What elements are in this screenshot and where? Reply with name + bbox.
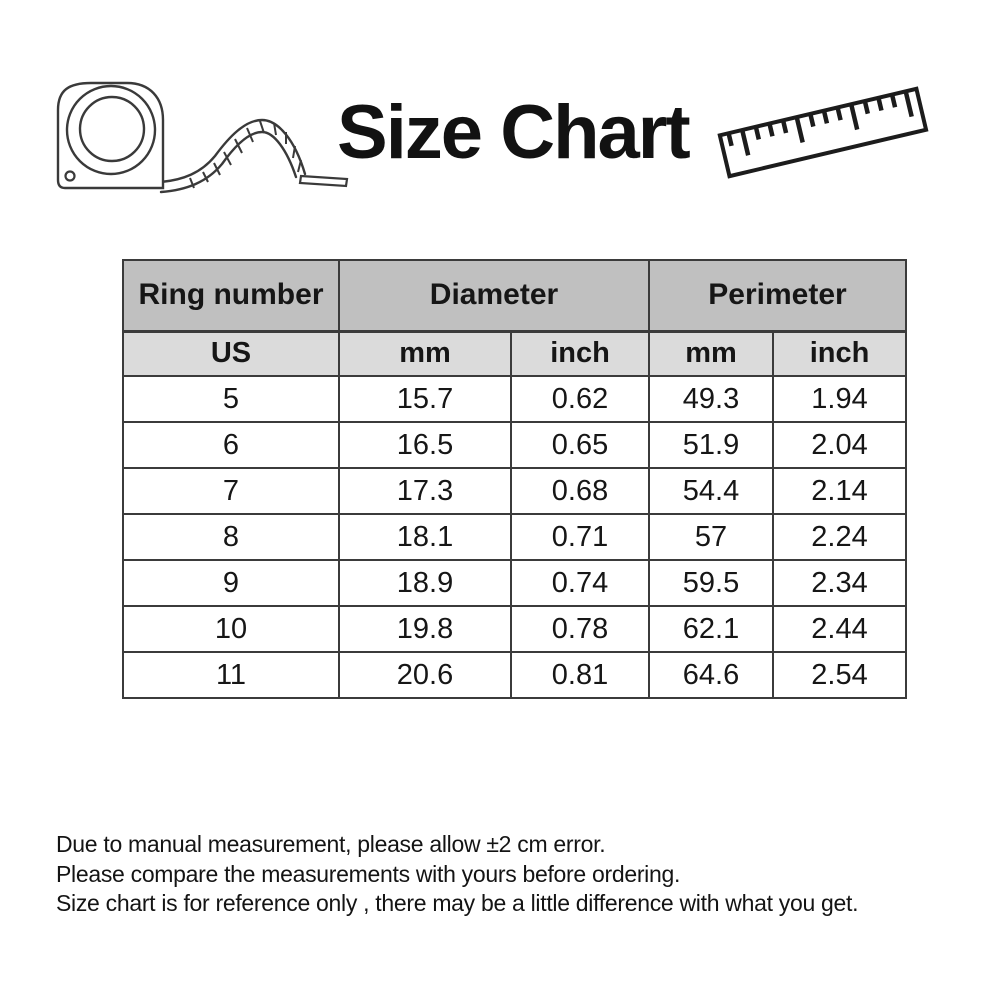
subheader-diameter-inch: inch [510, 330, 650, 377]
table-cell: 2.04 [771, 421, 908, 469]
table-cell: 18.9 [338, 559, 512, 607]
table-cell: 19.8 [338, 605, 512, 653]
table-cell: 59.5 [648, 559, 774, 607]
subheader-diameter-mm: mm [338, 330, 512, 377]
col-header-diameter: Diameter [338, 259, 650, 333]
table-cell: 1.94 [771, 375, 908, 423]
table-row: 9 18.9 0.74 59.5 2.34 [122, 559, 908, 607]
table-cell: 0.65 [510, 421, 650, 469]
table-cell: 0.68 [510, 467, 650, 515]
table-cell: 2.24 [771, 513, 908, 561]
table-header-row: Ring number Diameter Perimeter [122, 259, 908, 333]
table-cell: 57 [648, 513, 774, 561]
table-cell: 62.1 [648, 605, 774, 653]
table-cell: 8 [122, 513, 340, 561]
table-cell: 2.34 [771, 559, 908, 607]
table-subheader-row: US mm inch mm inch [122, 330, 908, 377]
table-row: 8 18.1 0.71 57 2.24 [122, 513, 908, 561]
size-table: Ring number Diameter Perimeter US mm inc… [122, 259, 908, 699]
table-cell: 7 [122, 467, 340, 515]
table-cell: 15.7 [338, 375, 512, 423]
tape-measure-icon [56, 81, 349, 194]
table-cell: 16.5 [338, 421, 512, 469]
table-cell: 64.6 [648, 651, 774, 699]
disclaimer-line-2: Please compare the measurements with you… [56, 860, 681, 887]
subheader-us: US [122, 330, 340, 377]
table-cell: 2.54 [771, 651, 908, 699]
table-cell: 17.3 [338, 467, 512, 515]
subheader-perimeter-mm: mm [648, 330, 774, 377]
table-cell: 0.78 [510, 605, 650, 653]
table-cell: 20.6 [338, 651, 512, 699]
disclaimer-notes: Due to manual measurement, please allow … [56, 830, 859, 919]
table-cell: 0.81 [510, 651, 650, 699]
table-cell: 49.3 [648, 375, 774, 423]
table-cell: 0.62 [510, 375, 650, 423]
table-cell: 2.14 [771, 467, 908, 515]
ruler-icon [717, 86, 929, 179]
table-cell: 11 [122, 651, 340, 699]
table-cell: 18.1 [338, 513, 512, 561]
table-row: 6 16.5 0.65 51.9 2.04 [122, 421, 908, 469]
col-header-ring-number: Ring number [122, 259, 340, 333]
table-cell: 10 [122, 605, 340, 653]
table-row: 11 20.6 0.81 64.6 2.54 [122, 651, 908, 699]
table-cell: 0.74 [510, 559, 650, 607]
page-title: Size Chart [337, 90, 691, 175]
table-cell: 2.44 [771, 605, 908, 653]
table-cell: 54.4 [648, 467, 774, 515]
table-cell: 5 [122, 375, 340, 423]
disclaimer-line-1: Due to manual measurement, please allow … [56, 831, 606, 857]
table-row: 10 19.8 0.78 62.1 2.44 [122, 605, 908, 653]
table-cell: 51.9 [648, 421, 774, 469]
table-row: 7 17.3 0.68 54.4 2.14 [122, 467, 908, 515]
disclaimer-line-3: Size chart is for reference only , there… [56, 890, 859, 916]
table-cell: 9 [122, 559, 340, 607]
table-cell: 6 [122, 421, 340, 469]
subheader-perimeter-inch: inch [771, 330, 908, 377]
table-cell: 0.71 [510, 513, 650, 561]
table-row: 5 15.7 0.62 49.3 1.94 [122, 375, 908, 423]
col-header-perimeter: Perimeter [647, 259, 908, 333]
